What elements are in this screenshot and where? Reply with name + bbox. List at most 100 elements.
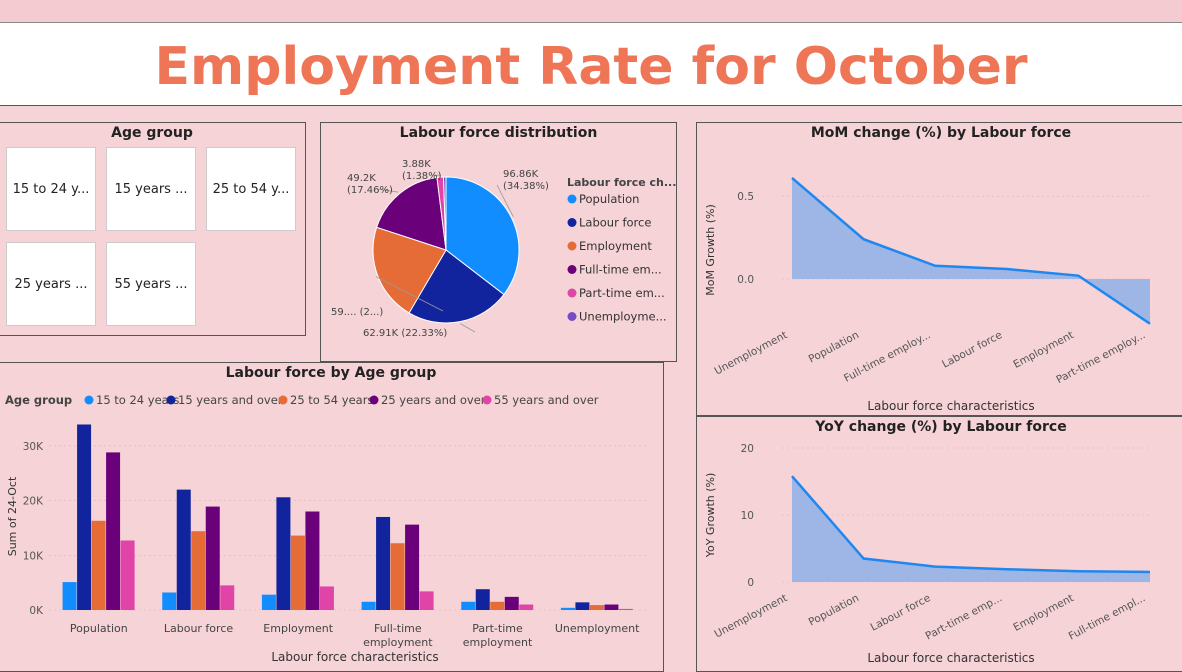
bar-legend-label: 25 years and over — [381, 393, 486, 407]
pie-leader-line — [460, 324, 475, 332]
pie-data-label: 3.88K — [402, 159, 431, 170]
bar-legend-title: Age group — [5, 393, 72, 407]
bar — [262, 595, 276, 610]
x-tick-label: Part-time emp... — [924, 592, 1005, 642]
pie-data-label: 49.2K — [347, 173, 376, 184]
bar — [519, 605, 533, 610]
x-tick-label: employment — [463, 636, 533, 649]
pie-data-label: (34.38%) — [503, 181, 549, 192]
bar — [604, 605, 618, 610]
bar-legend-marker — [370, 396, 379, 405]
slicer-title: Age group — [0, 125, 305, 141]
bar — [77, 424, 91, 610]
bar — [391, 543, 405, 610]
pie-legend-title: Labour force ch... — [567, 176, 676, 189]
bar — [191, 531, 205, 610]
pie-legend-label: Unemployme... — [579, 310, 667, 324]
bar — [276, 497, 290, 610]
bar — [305, 512, 319, 611]
x-tick-label: Population — [70, 622, 128, 635]
bar — [106, 452, 120, 610]
pie-legend-label: Labour force — [579, 216, 651, 230]
x-tick-label: Part-time — [472, 622, 523, 635]
x-axis-title: Labour force characteristics — [867, 399, 1034, 413]
y-tick-label: 20K — [23, 496, 44, 508]
bar — [590, 605, 604, 610]
bar — [92, 521, 106, 610]
y-tick-label: 30K — [23, 441, 44, 453]
pie-legend-label: Full-time em... — [579, 263, 662, 277]
x-tick-label: Full-time — [374, 622, 422, 635]
y-tick-label: 0.0 — [737, 274, 754, 286]
pie-legend-marker — [568, 242, 577, 251]
top-bar — [0, 0, 1182, 23]
bar — [63, 582, 77, 610]
pie-legend-marker — [568, 289, 577, 298]
bar — [619, 609, 633, 610]
bar — [405, 525, 419, 610]
bar — [476, 589, 490, 610]
pie-panel: Labour force distribution 96.86K(34.38%)… — [320, 122, 677, 362]
x-tick-label: Unemployment — [555, 622, 640, 635]
pie-legend-marker — [568, 265, 577, 274]
bar-legend-label: 15 years and over — [178, 393, 283, 407]
page-title: Employment Rate for October — [0, 33, 1182, 101]
y-tick-label: 0.5 — [737, 191, 754, 203]
y-tick-label: 10 — [741, 510, 754, 522]
pie-legend-label: Employment — [579, 239, 652, 253]
pie-legend-marker — [568, 312, 577, 321]
bar — [206, 507, 220, 610]
x-tick-label: employment — [363, 636, 433, 649]
slicer-tile-55-and-over[interactable]: 55 years ... — [106, 242, 196, 326]
pie-legend-marker — [568, 195, 577, 204]
pie-legend-label: Population — [579, 192, 639, 206]
slicer-tile-25-and-over[interactable]: 25 years ... — [6, 242, 96, 326]
x-axis-title: Labour force characteristics — [867, 651, 1034, 665]
y-axis-title: MoM Growth (%) — [704, 204, 717, 296]
x-tick-label: Unemployment — [713, 329, 790, 377]
x-tick-label: Full-time empl... — [1067, 592, 1148, 643]
bar — [575, 602, 589, 610]
bar — [177, 490, 191, 610]
title-banner: Employment Rate for October — [0, 23, 1182, 106]
bar-legend-marker — [279, 396, 288, 405]
pie-data-label: 96.86K — [503, 169, 539, 180]
bar — [461, 602, 475, 610]
slicer-tile-25-to-54[interactable]: 25 to 54 y... — [206, 147, 296, 231]
pie-chart: 96.86K(34.38%)62.91K (22.33%)59.... (2..… — [321, 123, 676, 361]
bar — [291, 536, 305, 610]
x-tick-label: Labour force — [164, 622, 234, 635]
age-group-slicer: Age group 15 to 24 y... 15 years ... 25 … — [0, 122, 306, 336]
area-fill — [792, 178, 1150, 324]
bar — [320, 586, 334, 610]
slicer-tile-15-and-over[interactable]: 15 years ... — [106, 147, 196, 231]
bar-legend-marker — [85, 396, 94, 405]
y-tick-label: 0K — [29, 605, 44, 617]
bar — [362, 602, 376, 610]
bar — [420, 591, 434, 610]
y-tick-label: 0 — [747, 577, 754, 589]
slicer-tile-15-to-24[interactable]: 15 to 24 y... — [6, 147, 96, 231]
x-tick-label: Population — [807, 329, 861, 365]
bar — [505, 597, 519, 610]
bar-legend-marker — [483, 396, 492, 405]
bar — [561, 608, 575, 610]
bar — [220, 585, 234, 610]
y-tick-label: 10K — [23, 550, 44, 562]
pie-data-label: (17.46%) — [347, 185, 393, 196]
y-axis-title: Sum of 24-Oct — [6, 476, 19, 556]
bar — [376, 517, 390, 610]
x-tick-label: Labour force — [869, 592, 933, 634]
bar — [121, 541, 135, 610]
x-tick-label: Labour force — [940, 329, 1004, 371]
bar-legend-marker — [167, 396, 176, 405]
x-tick-label: Employment — [263, 622, 333, 635]
x-tick-label: Unemployment — [713, 592, 790, 640]
y-axis-title: YoY Growth (%) — [704, 473, 717, 559]
pie-data-label: 59.... (2...) — [331, 307, 383, 318]
